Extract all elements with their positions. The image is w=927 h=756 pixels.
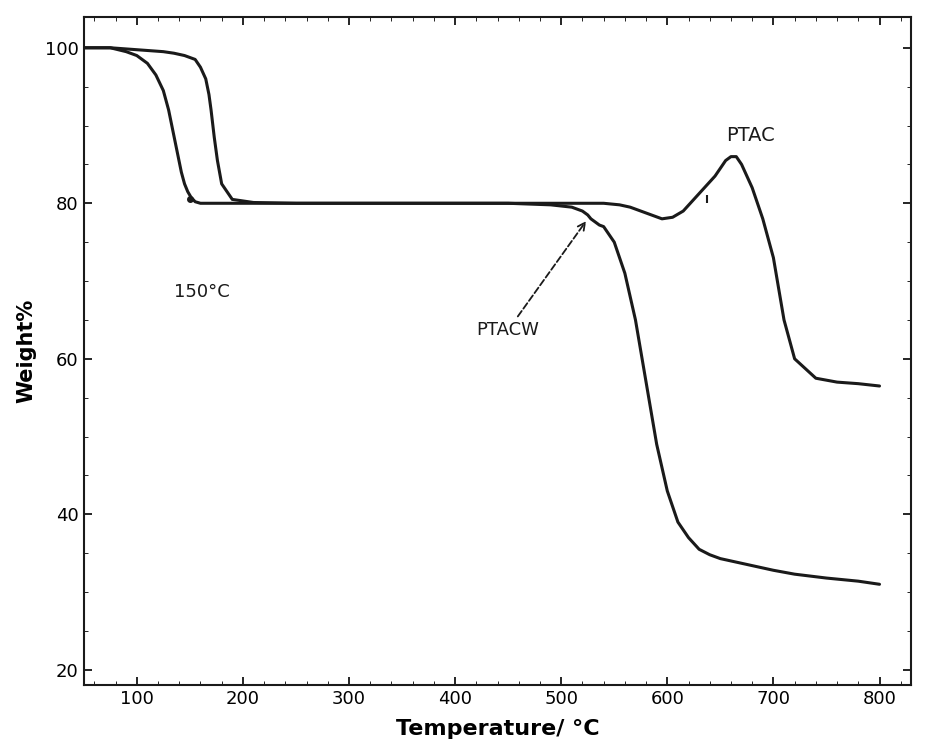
X-axis label: Temperature/ °C: Temperature/ °C — [395, 719, 599, 739]
Text: PTACW: PTACW — [476, 223, 584, 339]
Text: 150°C: 150°C — [173, 283, 229, 301]
Y-axis label: Weight%: Weight% — [17, 299, 37, 403]
Text: PTAC: PTAC — [725, 126, 773, 145]
